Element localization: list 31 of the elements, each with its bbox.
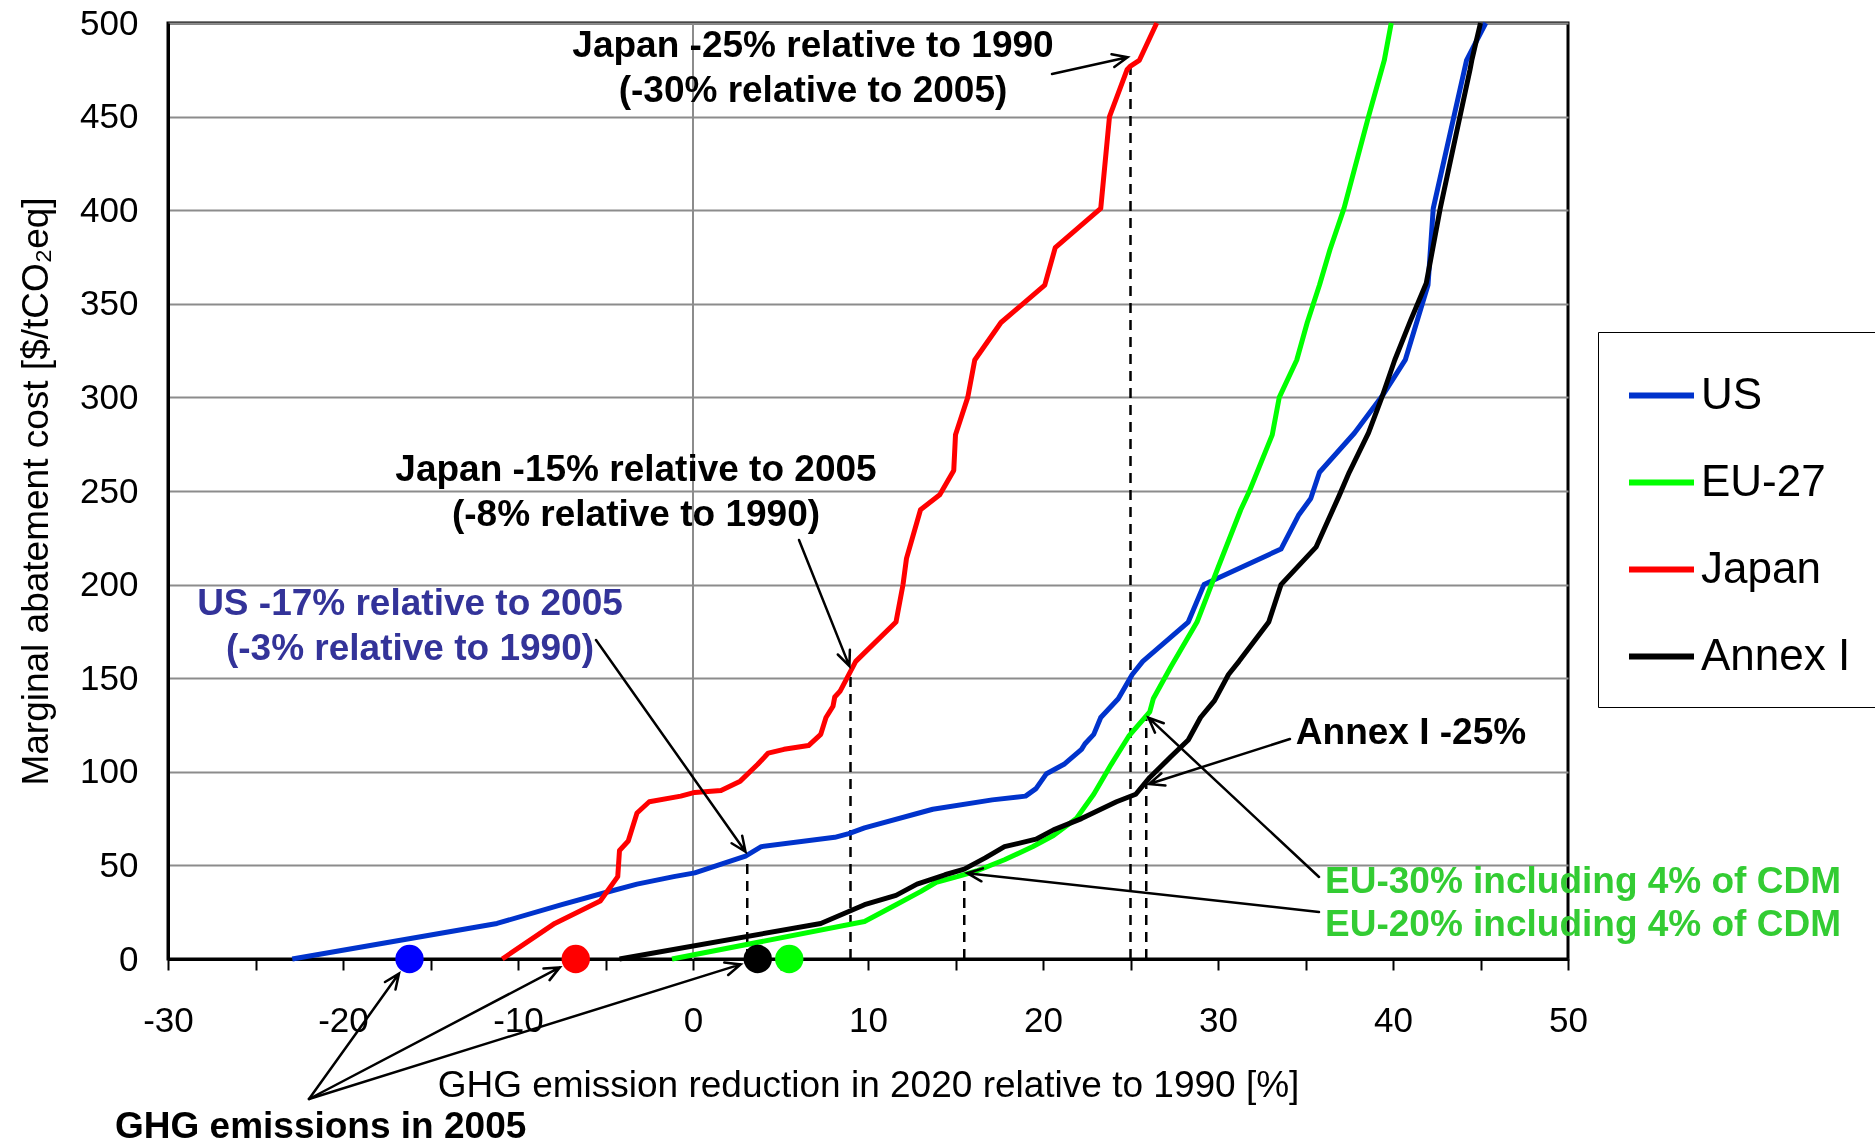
x-axis-title: GHG emission reduction in 2020 relative to 1990 [%] <box>437 1063 1300 1105</box>
y-tick-label: 350 <box>80 283 139 323</box>
x-tick-label: 0 <box>683 999 704 1039</box>
y-tick-label: 400 <box>80 189 139 229</box>
annotation: Japan -15% relative to 2005 (-8% relative to 1990) <box>395 448 877 534</box>
x-tick-label: 10 <box>849 999 888 1039</box>
x-tick-label: -10 <box>493 999 544 1039</box>
y-tick-label: 50 <box>99 844 139 884</box>
x-tick-label: 40 <box>1374 999 1413 1039</box>
y-tick-label: 100 <box>80 751 139 791</box>
legend-label: US <box>1701 368 1763 418</box>
x-tick-label: 30 <box>1199 999 1238 1039</box>
x-tick-label: 50 <box>1549 999 1588 1039</box>
legend-label: Japan <box>1701 542 1821 592</box>
x-tick-label: -30 <box>143 999 194 1039</box>
annotation: US -17% relative to 2005 (-3% relative to 1990) <box>197 582 623 668</box>
annotation: Japan -25% relative to 1990 (-30% relative to 2005) <box>572 24 1054 110</box>
y-tick-label: 150 <box>80 657 139 697</box>
y-axis-title: Marginal abatement cost [$/tCO₂eq] <box>15 197 57 786</box>
legend-label: Annex I <box>1701 629 1851 679</box>
y-tick-label: 300 <box>80 376 139 416</box>
x-tick-label: 20 <box>1024 999 1063 1039</box>
x-tick-label: -20 <box>318 999 369 1039</box>
text: GHG emissions in 2005 <box>115 1105 527 1144</box>
y-tick-label: 0 <box>119 938 139 978</box>
annotation: Annex I -25% <box>1295 711 1527 752</box>
legend-label: EU-27 <box>1701 455 1826 505</box>
y-tick-label: 500 <box>80 2 139 42</box>
y-tick-label: 250 <box>80 470 139 510</box>
y-tick-label: 200 <box>80 564 139 604</box>
y-tick-label: 450 <box>80 96 139 136</box>
